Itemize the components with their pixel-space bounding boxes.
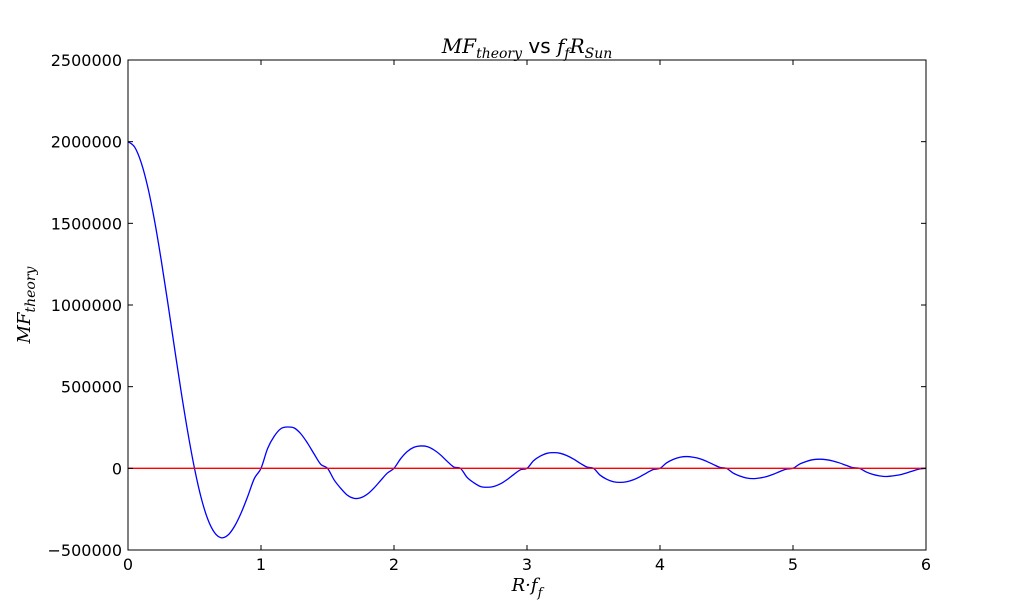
x-tick-label: 0 bbox=[123, 555, 133, 574]
y-axis-label-sub: theory bbox=[23, 265, 39, 312]
axes-frame bbox=[127, 59, 927, 551]
axes-layer: 0 1 2 3 4 5 6−50000005000001000000150000020000… bbox=[48, 51, 932, 574]
x-tick-label: 6 bbox=[921, 555, 931, 574]
y-tick-label: 1000000 bbox=[51, 296, 122, 315]
title-vs: vs bbox=[522, 34, 557, 58]
title-f-sub: f bbox=[563, 46, 572, 62]
y-tick-label: 2000000 bbox=[51, 133, 122, 152]
x-axis-label-sub: f bbox=[537, 586, 545, 601]
x-tick-label: 1 bbox=[256, 555, 266, 574]
title-mf: MF bbox=[441, 34, 477, 58]
y-axis-label-main: MF bbox=[14, 311, 35, 344]
y-tick-label: 1500000 bbox=[51, 214, 122, 233]
y-tick-label: 2500000 bbox=[51, 51, 122, 70]
y-tick-label: 500000 bbox=[61, 378, 122, 397]
title-r: R bbox=[569, 34, 585, 58]
x-axis-label-main: R·f bbox=[511, 575, 541, 596]
series-line-0 bbox=[128, 141, 926, 539]
y-tick-label: 0 bbox=[112, 459, 122, 478]
x-axis-label: R·ff bbox=[511, 575, 545, 601]
x-tick-label: 4 bbox=[655, 555, 665, 574]
x-tick-label: 5 bbox=[788, 555, 798, 574]
y-tick-label: −500000 bbox=[48, 541, 122, 560]
chart-title: MFtheory vs ffRSun bbox=[441, 34, 613, 62]
series-layer bbox=[128, 141, 926, 539]
x-tick-label: 2 bbox=[389, 555, 399, 574]
x-tick-label: 3 bbox=[522, 555, 532, 574]
y-axis-label: MFtheory bbox=[14, 265, 39, 344]
title-mf-sub: theory bbox=[476, 46, 523, 62]
title-r-sub: Sun bbox=[585, 46, 613, 62]
